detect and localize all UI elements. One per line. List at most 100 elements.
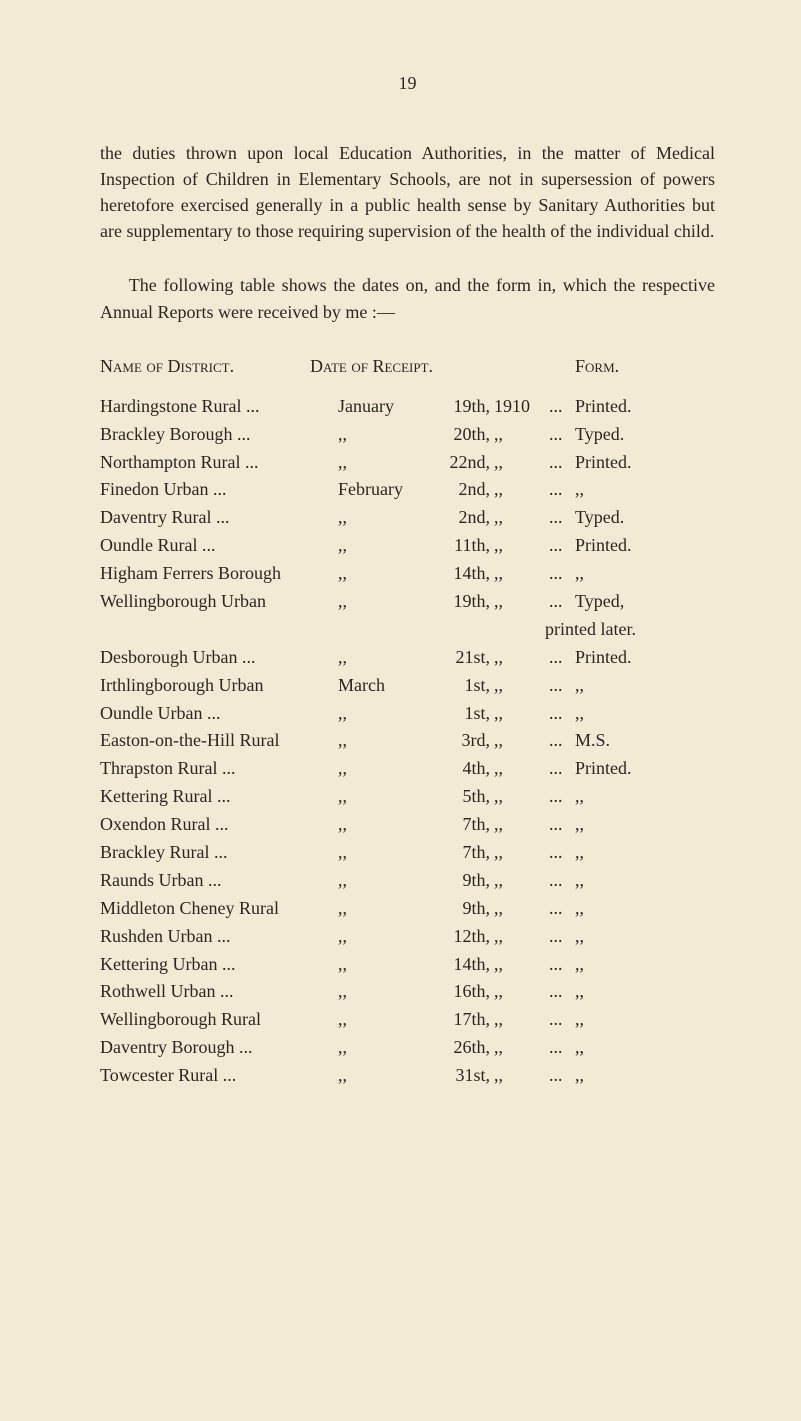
- day-cell: 1st,: [430, 672, 494, 700]
- district-cell: Daventry Rural ...: [100, 504, 338, 532]
- ellipsis-cell: ...: [549, 755, 575, 783]
- year-cell: ,,: [494, 504, 549, 532]
- form-cell: ,,: [575, 811, 715, 839]
- ellipsis-cell: ...: [549, 421, 575, 449]
- district-cell: Raunds Urban ...: [100, 867, 338, 895]
- ellipsis-cell: ...: [549, 839, 575, 867]
- day-cell: 20th,: [430, 421, 494, 449]
- page-number: 19: [100, 70, 715, 96]
- district-cell: Middleton Cheney Rural: [100, 895, 338, 923]
- month-cell: ,,: [338, 1034, 430, 1062]
- day-cell: 31st,: [430, 1062, 494, 1090]
- district-cell: Hardingstone Rural ...: [100, 393, 338, 421]
- ellipsis-cell: ...: [549, 811, 575, 839]
- day-cell: 16th,: [430, 978, 494, 1006]
- year-cell: ,,: [494, 672, 549, 700]
- month-cell: ,,: [338, 978, 430, 1006]
- month-cell: ,,: [338, 755, 430, 783]
- form-cell: ,,: [575, 978, 715, 1006]
- form-cell: Printed.: [575, 449, 715, 477]
- form-cell: Typed,: [575, 588, 715, 616]
- printed-later-line: printed later.: [100, 616, 715, 644]
- heading-name-of-district: Name of District.: [100, 353, 310, 379]
- ellipsis-cell: ...: [549, 727, 575, 755]
- day-cell: 21st,: [430, 644, 494, 672]
- district-cell: Towcester Rural ...: [100, 1062, 338, 1090]
- table-row: Daventry Borough ...,,26th,,,...,,: [100, 1034, 715, 1062]
- year-cell: ,,: [494, 1034, 549, 1062]
- table-row: Oundle Urban ...,,1st,,,...,,: [100, 700, 715, 728]
- table-row: Raunds Urban ...,,9th,,,...,,: [100, 867, 715, 895]
- month-cell: ,,: [338, 839, 430, 867]
- district-cell: Daventry Borough ...: [100, 1034, 338, 1062]
- district-cell: Brackley Borough ...: [100, 421, 338, 449]
- form-cell: ,,: [575, 923, 715, 951]
- day-cell: 2nd,: [430, 504, 494, 532]
- table-row: Thrapston Rural ...,,4th,,,...Printed.: [100, 755, 715, 783]
- form-cell: Printed.: [575, 644, 715, 672]
- ellipsis-cell: ...: [549, 783, 575, 811]
- district-cell: Rothwell Urban ...: [100, 978, 338, 1006]
- month-cell: ,,: [338, 783, 430, 811]
- year-cell: ,,: [494, 421, 549, 449]
- day-cell: 17th,: [430, 1006, 494, 1034]
- table-row: Daventry Rural ...,,2nd,,,...Typed.: [100, 504, 715, 532]
- month-cell: ,,: [338, 421, 430, 449]
- month-cell: ,,: [338, 895, 430, 923]
- day-cell: 3rd,: [430, 727, 494, 755]
- heading-date-of-receipt: Date of Receipt.: [310, 353, 575, 379]
- district-cell: Brackley Rural ...: [100, 839, 338, 867]
- form-cell: ,,: [575, 672, 715, 700]
- month-cell: February: [338, 476, 430, 504]
- form-cell: ,,: [575, 783, 715, 811]
- year-cell: ,,: [494, 978, 549, 1006]
- year-cell: ,,: [494, 783, 549, 811]
- day-cell: 14th,: [430, 951, 494, 979]
- form-cell: ,,: [575, 839, 715, 867]
- paragraph-1: the duties thrown upon local Education A…: [100, 140, 715, 244]
- district-cell: Higham Ferrers Borough: [100, 560, 338, 588]
- ellipsis-cell: ...: [549, 1034, 575, 1062]
- form-cell: ,,: [575, 560, 715, 588]
- year-cell: ,,: [494, 588, 549, 616]
- day-cell: 5th,: [430, 783, 494, 811]
- ellipsis-cell: ...: [549, 1006, 575, 1034]
- month-cell: ,,: [338, 811, 430, 839]
- month-cell: ,,: [338, 532, 430, 560]
- table-row: Kettering Urban ...,,14th,,,...,,: [100, 951, 715, 979]
- month-cell: ,,: [338, 700, 430, 728]
- year-cell: ,,: [494, 1006, 549, 1034]
- district-cell: Northampton Rural ...: [100, 449, 338, 477]
- district-cell: Oundle Rural ...: [100, 532, 338, 560]
- district-cell: Thrapston Rural ...: [100, 755, 338, 783]
- day-cell: 26th,: [430, 1034, 494, 1062]
- ellipsis-cell: ...: [549, 449, 575, 477]
- district-cell: Wellingborough Urban: [100, 588, 338, 616]
- form-cell: M.S.: [575, 727, 715, 755]
- year-cell: ,,: [494, 755, 549, 783]
- day-cell: 22nd,: [430, 449, 494, 477]
- day-cell: 4th,: [430, 755, 494, 783]
- district-cell: Kettering Urban ...: [100, 951, 338, 979]
- year-cell: ,,: [494, 1062, 549, 1090]
- table-row: Wellingborough Urban,,19th,,,...Typed,: [100, 588, 715, 616]
- ellipsis-cell: ...: [549, 895, 575, 923]
- form-cell: Typed.: [575, 504, 715, 532]
- ellipsis-cell: ...: [549, 532, 575, 560]
- table-row: Middleton Cheney Rural,,9th,,,...,,: [100, 895, 715, 923]
- form-cell: Printed.: [575, 393, 715, 421]
- ellipsis-cell: ...: [549, 504, 575, 532]
- year-cell: ,,: [494, 923, 549, 951]
- table-row: Rothwell Urban ...,,16th,,,...,,: [100, 978, 715, 1006]
- district-cell: Wellingborough Rural: [100, 1006, 338, 1034]
- paragraph-2: The following table shows the dates on, …: [100, 272, 715, 324]
- day-cell: 2nd,: [430, 476, 494, 504]
- table-row: Brackley Borough ...,,20th,,,...Typed.: [100, 421, 715, 449]
- month-cell: ,,: [338, 867, 430, 895]
- district-cell: Easton-on-the-Hill Rural: [100, 727, 338, 755]
- table-row: Hardingstone Rural ...January19th,1910..…: [100, 393, 715, 421]
- table-row: Irthlingborough UrbanMarch1st,,,...,,: [100, 672, 715, 700]
- month-cell: ,,: [338, 1062, 430, 1090]
- ellipsis-cell: ...: [549, 923, 575, 951]
- day-cell: 9th,: [430, 895, 494, 923]
